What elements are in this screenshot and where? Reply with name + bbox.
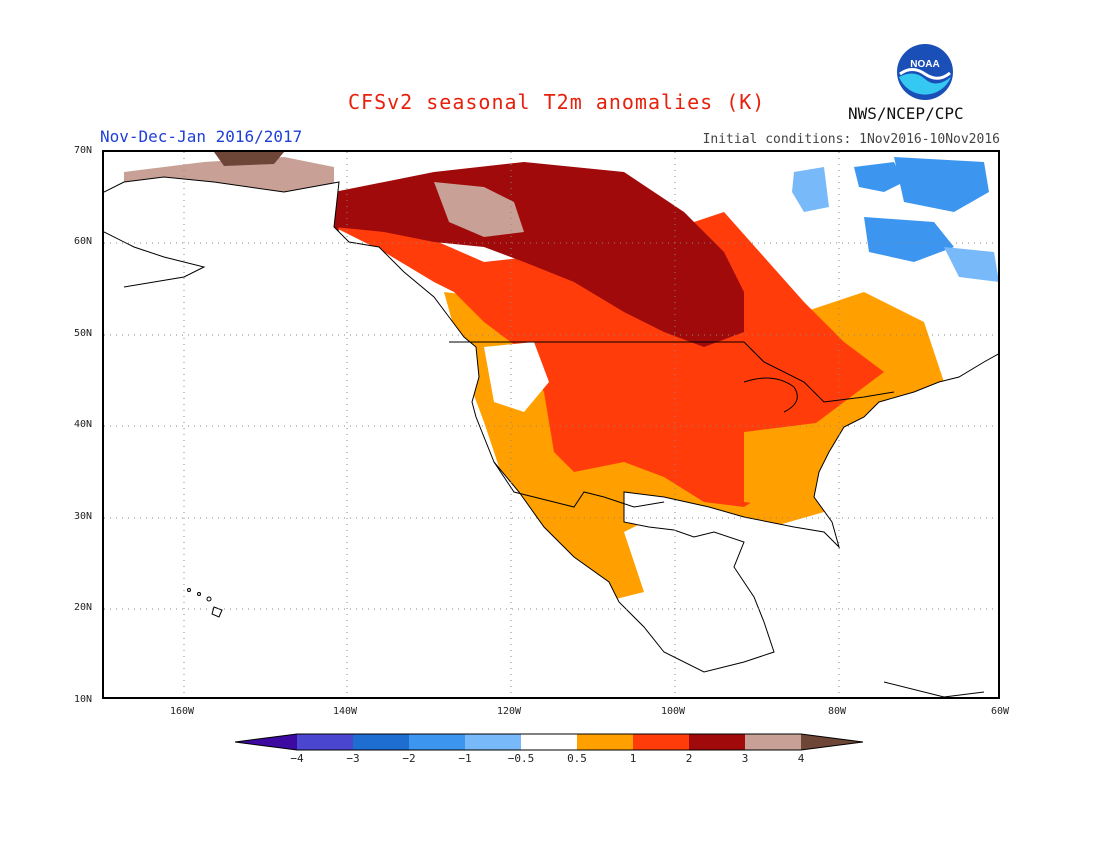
colorbar — [234, 732, 865, 756]
colorbar-cell — [235, 734, 297, 750]
colorbar-cell — [353, 734, 409, 750]
lat-label-20n: 20N — [74, 602, 93, 613]
lat-label-50n: 50N — [74, 328, 93, 339]
colorbar-cell — [409, 734, 465, 750]
colorbar-label: −3 — [346, 752, 360, 765]
lon-label-160w: 160W — [169, 706, 195, 717]
noaa-logo: NOAA — [896, 43, 954, 101]
colorbar-label: 3 — [741, 752, 749, 765]
logo-text: NOAA — [910, 59, 939, 70]
lon-label-140w: 140W — [332, 706, 358, 717]
initial-conditions-label: Initial conditions: 1Nov2016-10Nov2016 — [702, 132, 1000, 147]
fill-gt4 — [214, 152, 284, 166]
colorbar-cell — [297, 734, 353, 750]
colorbar-cell — [577, 734, 633, 750]
colorbar-label: −1 — [458, 752, 472, 765]
colorbar-cell — [745, 734, 801, 750]
lat-label-40n: 40N — [74, 419, 93, 430]
anomaly-fill-layer — [104, 152, 998, 672]
colorbar-label: −4 — [290, 752, 304, 765]
colorbar-label: 4 — [797, 752, 805, 765]
fill-warm-2-3 — [334, 162, 744, 347]
fill-yukon-3-4 — [434, 182, 524, 237]
lat-label-10n: 10N — [74, 694, 93, 705]
colorbar-cell — [801, 734, 863, 750]
colorbar-cell — [465, 734, 521, 750]
season-label: Nov-Dec-Jan 2016/2017 — [100, 127, 303, 146]
anomaly-map — [102, 150, 1000, 699]
hawaii-islands — [187, 588, 223, 618]
colorbar-label: −2 — [402, 752, 416, 765]
lat-label-30n: 30N — [74, 511, 93, 522]
lat-label-60n: 60N — [74, 236, 93, 247]
colorbar-cell — [689, 734, 745, 750]
fill-warm-southeast — [744, 422, 834, 507]
colorbar-label: 2 — [685, 752, 693, 765]
colorbar-label: −0.5 — [507, 752, 535, 765]
lon-label-80w: 80W — [827, 706, 847, 717]
lon-label-60w: 60W — [990, 706, 1010, 717]
fill-neutral-west — [484, 342, 549, 412]
lat-label-70n: 70N — [74, 145, 93, 156]
colorbar-cell — [633, 734, 689, 750]
lon-label-120w: 120W — [496, 706, 522, 717]
colorbar-label: 1 — [629, 752, 637, 765]
cold-anomaly-layer — [792, 157, 998, 282]
fill-alaska-3-4 — [124, 157, 334, 242]
colorbar-cell — [521, 734, 577, 750]
lon-label-100w: 100W — [660, 706, 686, 717]
colorbar-label: 0.5 — [567, 752, 587, 765]
coastlines — [104, 176, 998, 697]
agency-label: NWS/NCEP/CPC — [848, 104, 964, 123]
chart-title: CFSv2 seasonal T2m anomalies (K) — [348, 90, 766, 114]
